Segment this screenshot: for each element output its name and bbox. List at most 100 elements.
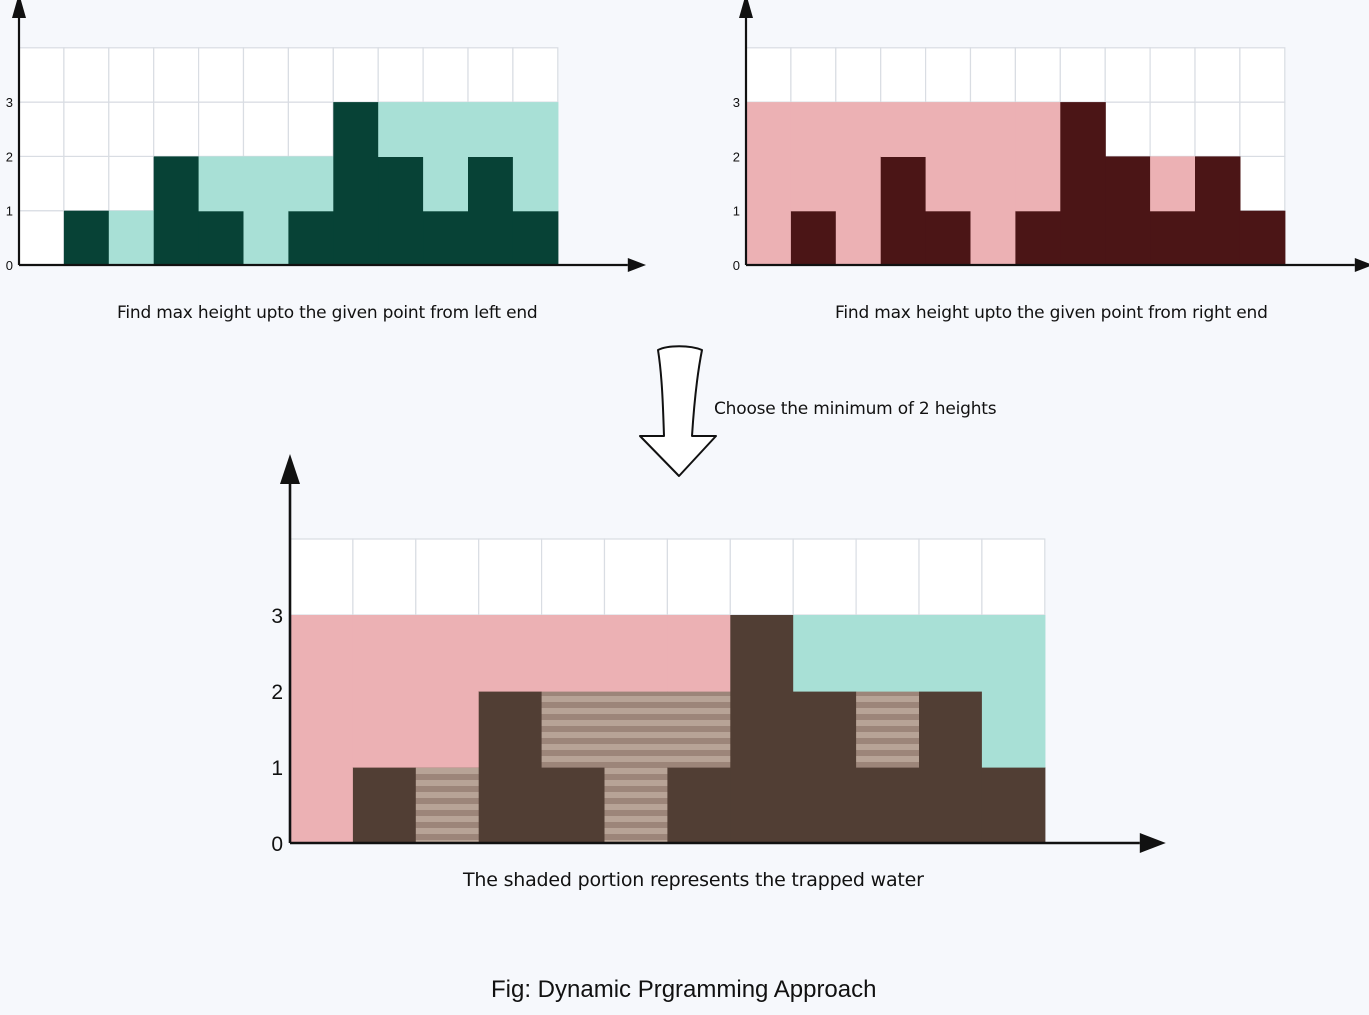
height-bar xyxy=(541,767,606,844)
left-max-fill xyxy=(198,156,245,212)
grid-cell xyxy=(422,47,469,103)
grid-cell xyxy=(108,47,155,103)
right-chart-caption: Find max height upto the given point fro… xyxy=(835,303,1268,323)
height-bar xyxy=(981,767,1046,844)
right-max-fill xyxy=(746,102,792,266)
grid-cell xyxy=(478,538,543,616)
y-axis-arrowhead xyxy=(280,454,300,484)
left-max-fill xyxy=(512,102,559,212)
grid-cell xyxy=(855,538,920,616)
grid-cell xyxy=(792,538,857,616)
right-max-excess xyxy=(290,615,354,844)
grid-cell xyxy=(289,538,354,616)
left-max-fill xyxy=(288,156,334,212)
y-axis-arrowhead xyxy=(739,0,753,18)
figure-caption: Fig: Dynamic Prgramming Approach xyxy=(491,976,877,1003)
y-tick-label: 3 xyxy=(6,95,13,110)
height-bar xyxy=(1105,156,1151,266)
right-max-fill xyxy=(790,102,837,212)
grid-cell xyxy=(745,47,792,103)
right-max-fill xyxy=(1150,156,1196,212)
trapped-water xyxy=(415,767,480,844)
height-bar xyxy=(1015,210,1061,266)
height-bar xyxy=(856,767,920,844)
height-bar xyxy=(63,210,110,266)
grid-cell xyxy=(1239,155,1286,212)
y-tick-label: 3 xyxy=(271,605,283,628)
grid-cell xyxy=(153,101,200,157)
grid-cell xyxy=(198,101,245,157)
grid-cell xyxy=(666,538,731,616)
height-bar xyxy=(378,156,424,266)
bottom-chart-caption: The shaded portion represents the trappe… xyxy=(463,869,924,891)
grid-cell xyxy=(415,538,480,616)
grid-cell xyxy=(1194,47,1241,103)
grid-cell xyxy=(729,538,794,616)
left-max-fill xyxy=(108,210,155,266)
grid-cell xyxy=(242,47,290,103)
grid-cell xyxy=(981,538,1046,616)
y-tick-label: 0 xyxy=(271,833,283,856)
trapped-water xyxy=(667,691,731,768)
left-max-excess xyxy=(919,615,983,692)
height-bar xyxy=(880,156,927,266)
right-max-excess xyxy=(415,615,480,768)
arrow-label: Choose the minimum of 2 heights xyxy=(714,399,997,419)
height-bar xyxy=(1239,210,1286,266)
x-axis-arrowhead xyxy=(1139,833,1166,853)
height-bar xyxy=(790,210,837,266)
left-max-fill xyxy=(468,102,514,157)
height-bar xyxy=(730,615,794,844)
right-max-fill xyxy=(925,102,972,212)
left-max-excess xyxy=(856,615,920,692)
grid-cell xyxy=(790,47,837,103)
height-bar xyxy=(468,156,514,266)
grid-cell xyxy=(18,155,65,212)
left-max-fill xyxy=(243,156,289,266)
height-bar xyxy=(288,210,334,266)
x-axis-arrowhead xyxy=(627,258,646,272)
left-max-fill xyxy=(423,102,469,212)
height-bar xyxy=(512,210,559,266)
height-bar xyxy=(919,691,983,844)
left-max-fill xyxy=(378,102,424,157)
trapped-water xyxy=(604,691,668,844)
grid-cell xyxy=(63,101,110,157)
grid-cell xyxy=(108,101,155,157)
grid-cell xyxy=(287,101,334,157)
grid-cell xyxy=(198,47,245,103)
grid-cell xyxy=(918,538,983,616)
left-chart-caption: Find max height upto the given point fro… xyxy=(117,303,538,323)
grid-cell xyxy=(540,538,606,616)
grid-cell xyxy=(153,47,200,103)
trapped-water-chart: 0 1 2 3 xyxy=(271,454,1166,856)
right-max-fill xyxy=(880,102,927,157)
grid-cell xyxy=(63,155,110,212)
grid-cell xyxy=(924,47,972,103)
height-bar xyxy=(667,767,731,844)
left-max-excess xyxy=(793,615,857,692)
grid-cell xyxy=(835,47,882,103)
grid-cell xyxy=(1014,47,1061,103)
y-tick-label: 3 xyxy=(733,95,740,110)
height-bar xyxy=(925,210,972,266)
y-tick-label: 1 xyxy=(271,757,283,780)
y-tick-label: 0 xyxy=(6,258,13,273)
right-max-fill xyxy=(1015,102,1061,212)
left-max-excess xyxy=(981,615,1046,768)
grid-cell xyxy=(1239,47,1286,103)
grid-cell xyxy=(63,47,110,103)
right-max-chart: 0 1 2 3 xyxy=(733,0,1369,273)
grid-cell xyxy=(1149,47,1196,103)
right-max-fill xyxy=(970,102,1016,266)
y-tick-label: 1 xyxy=(6,204,13,219)
height-bar xyxy=(423,210,469,266)
grid-cell xyxy=(332,47,379,103)
right-max-excess xyxy=(667,615,731,692)
grid-cell xyxy=(1239,101,1286,157)
grid-cell xyxy=(108,155,155,212)
height-bar xyxy=(198,210,245,266)
height-bar xyxy=(333,102,379,266)
grid-cell xyxy=(1194,101,1241,157)
